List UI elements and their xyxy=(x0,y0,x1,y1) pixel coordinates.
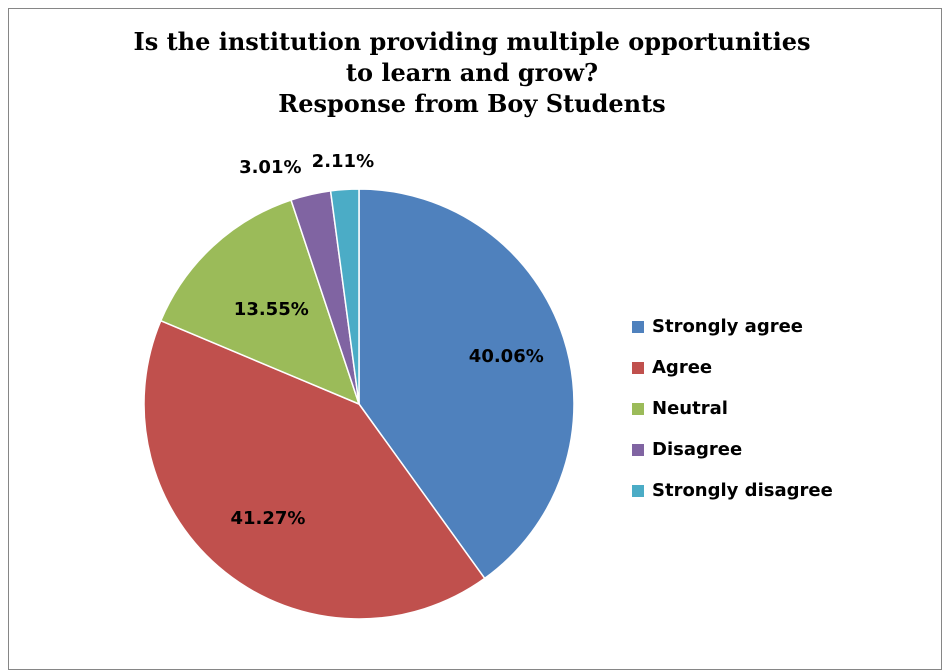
legend-item-disagree: Disagree xyxy=(632,429,833,470)
legend-swatch-agree xyxy=(632,361,644,374)
chart-title: Is the institution providing multiple op… xyxy=(0,26,944,119)
data-label-agree: 41.27% xyxy=(231,508,306,529)
chart-title-line-3: Response from Boy Students xyxy=(278,89,666,118)
data-label-strongly-agree: 40.06% xyxy=(469,346,544,367)
pie-slice-agree xyxy=(143,319,486,620)
legend-label-disagree: Disagree xyxy=(652,439,743,460)
legend-swatch-disagree xyxy=(632,443,644,456)
pie-slices xyxy=(143,188,575,620)
legend-swatch-neutral xyxy=(632,402,644,415)
chart-title-line-1: Is the institution providing multiple op… xyxy=(133,27,811,56)
data-label-neutral: 13.55% xyxy=(234,299,309,320)
legend-label-strongly-agree: Strongly agree xyxy=(652,316,804,337)
legend-item-strongly-agree: Strongly agree xyxy=(632,306,833,347)
pie-slice-strongly-agree xyxy=(358,188,575,580)
chart-title-line-2: to learn and grow? xyxy=(345,58,599,87)
data-label-disagree: 3.01% xyxy=(239,157,301,178)
legend-label-agree: Agree xyxy=(652,357,713,378)
legend-item-strongly-disagree: Strongly disagree xyxy=(632,470,833,511)
legend: Strongly agree Agree Neutral Disagree St… xyxy=(632,306,833,511)
legend-label-strongly-disagree: Strongly disagree xyxy=(652,480,833,501)
pie-slice-strongly-disagree xyxy=(329,188,360,405)
legend-label-neutral: Neutral xyxy=(652,398,728,419)
data-label-strongly-disagree: 2.11% xyxy=(312,151,374,172)
pie-slice-neutral xyxy=(159,199,361,406)
data-labels: 40.06% 41.27% 13.55% 3.01% 2.11% xyxy=(231,151,544,529)
legend-swatch-strongly-disagree xyxy=(632,484,644,497)
legend-item-neutral: Neutral xyxy=(632,388,833,429)
legend-swatch-strongly-agree xyxy=(632,320,644,333)
legend-item-agree: Agree xyxy=(632,347,833,388)
